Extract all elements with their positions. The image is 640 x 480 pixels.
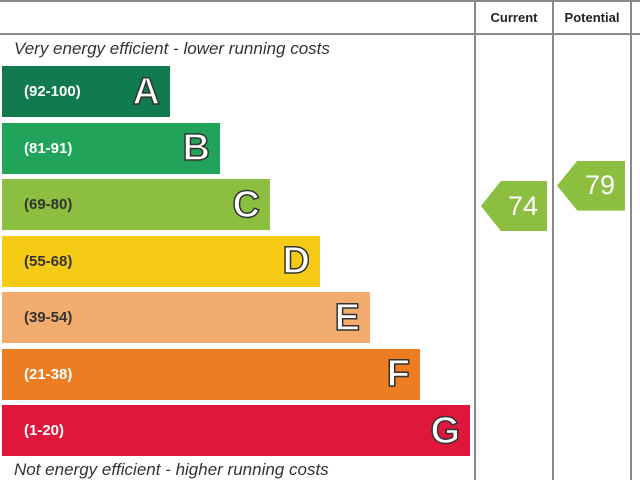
band-range-label: (81-91) [24,139,73,157]
band-range-label: (92-100) [24,83,81,100]
top-caption: Very energy efficient - lower running co… [14,39,330,58]
band-letter: B [182,127,211,169]
band-letter: E [334,296,361,339]
bottom-caption: Not energy efficient - higher running co… [14,460,329,479]
band-letter: C [232,183,261,226]
band-c: (69-80) C [2,179,270,230]
band-b: (81-91) B [2,122,220,174]
band-range-label: (69-80) [24,196,73,213]
right-border [630,0,632,480]
potential-rating-arrow: 79 [557,160,625,211]
current-header: Current [490,9,538,25]
band-letter: G [430,409,461,452]
potential-header: Potential [564,9,620,25]
band-letter: A [132,70,161,113]
header-divider [0,33,640,35]
band-d: (55-68) D [2,235,320,287]
band-range-label: (21-38) [24,365,73,383]
band-letter: D [282,240,311,282]
band-f: (21-38) F [2,348,420,400]
top-border [0,0,640,2]
current-column-divider [474,0,476,480]
band-range-label: (55-68) [24,252,73,270]
band-g: (1-20) G [2,405,470,456]
current-rating-arrow: 74 [481,181,547,232]
band-e: (39-54) E [2,292,370,343]
band-range-label: (1-20) [24,422,65,439]
band-letter: F [386,353,411,395]
potential-rating-value: 79 [584,170,616,201]
current-rating-value: 74 [507,190,539,221]
band-a: (92-100) A [2,66,170,117]
band-range-label: (39-54) [24,309,73,326]
potential-column-divider [552,0,554,480]
